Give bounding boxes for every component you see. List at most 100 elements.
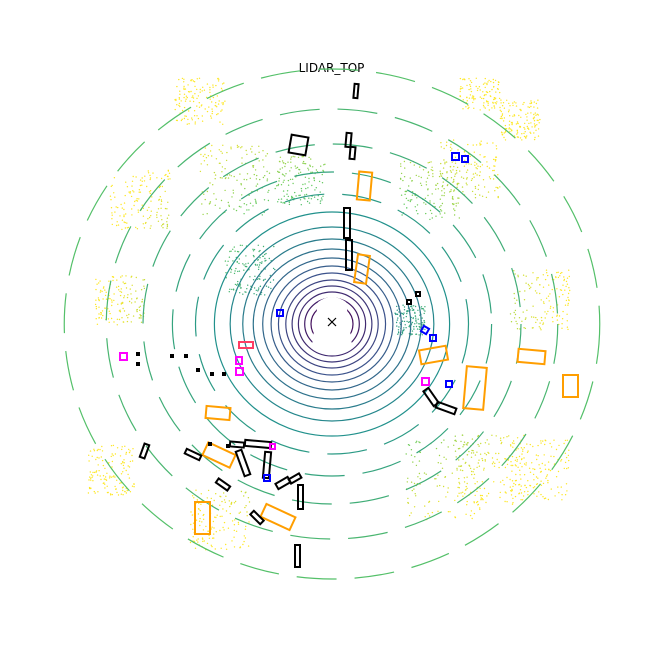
lidar-point	[156, 214, 158, 216]
lidar-point	[149, 177, 152, 179]
lidar-point	[484, 442, 487, 444]
lidar-point	[125, 453, 127, 455]
lidar-point	[529, 443, 531, 446]
lidar-point	[411, 321, 414, 324]
lidar-point	[139, 314, 141, 316]
lidar-point	[241, 244, 243, 247]
lidar-point	[233, 208, 235, 210]
lidar-point	[473, 176, 475, 178]
lidar-point	[504, 466, 507, 469]
lidar-point	[208, 537, 211, 539]
lidar-point	[241, 146, 243, 148]
scan-ring	[63, 68, 601, 580]
lidar-point	[132, 190, 134, 192]
lidar-point	[185, 95, 188, 97]
lidar-point	[565, 456, 568, 459]
lidar-point	[222, 508, 224, 510]
lidar-point	[274, 187, 276, 190]
lidar-point	[209, 201, 212, 203]
lidar-point	[509, 444, 512, 446]
lidar-point	[229, 512, 231, 515]
lidar-point	[118, 318, 121, 321]
lidar-point	[131, 298, 133, 300]
lidar-point	[537, 444, 539, 447]
lidar-point	[543, 454, 545, 456]
lidar-point	[135, 290, 137, 292]
lidar-point	[533, 493, 535, 495]
lidar-point	[267, 199, 270, 202]
lidar-point	[200, 503, 202, 505]
lidar-point	[148, 216, 151, 219]
lidar-point	[513, 317, 516, 319]
lidar-point	[454, 173, 457, 175]
lidar-point	[548, 284, 550, 286]
lidar-point	[245, 525, 247, 528]
lidar-point	[185, 98, 187, 100]
lidar-point	[550, 446, 553, 448]
lidar-point	[521, 133, 523, 135]
lidar-point	[482, 83, 485, 85]
lidar-point	[233, 546, 236, 548]
lidar-point	[518, 455, 521, 458]
lidar-point	[109, 298, 111, 300]
lidar-point	[418, 175, 420, 178]
lidar-point	[451, 472, 453, 474]
lidar-point	[439, 209, 442, 211]
annotation-box	[343, 207, 351, 239]
lidar-point	[440, 205, 442, 207]
lidar-point	[178, 104, 180, 107]
lidar-point	[308, 181, 310, 183]
lidar-point	[149, 190, 152, 192]
lidar-point	[218, 162, 221, 164]
lidar-point	[523, 474, 526, 476]
lidar-point	[267, 191, 269, 193]
lidar-point	[495, 148, 498, 150]
lidar-point	[273, 245, 275, 248]
annotation-box	[297, 484, 304, 510]
lidar-point	[449, 511, 451, 513]
lidar-point	[292, 182, 294, 185]
annotation-box	[238, 341, 254, 349]
lidar-point	[305, 187, 307, 190]
lidar-point	[558, 492, 560, 494]
lidar-point	[444, 476, 447, 478]
lidar-point	[474, 187, 477, 189]
lidar-point	[408, 185, 410, 187]
lidar-point	[150, 210, 152, 212]
lidar-point	[311, 184, 313, 187]
lidar-point	[523, 101, 525, 104]
lidar-point	[106, 472, 108, 474]
lidar-point	[131, 275, 133, 277]
lidar-point	[480, 143, 482, 146]
lidar-point	[120, 291, 123, 293]
lidar-point	[557, 486, 559, 488]
lidar-point	[520, 458, 523, 461]
lidar-point	[416, 322, 418, 324]
lidar-point	[415, 174, 417, 177]
lidar-point	[157, 220, 160, 222]
lidar-point	[453, 165, 455, 168]
lidar-point	[240, 287, 242, 289]
lidar-point	[265, 252, 267, 255]
lidar-point	[125, 451, 128, 454]
lidar-point	[302, 160, 305, 163]
lidar-point	[315, 169, 318, 171]
lidar-point	[498, 452, 500, 455]
lidar-point	[492, 142, 494, 144]
lidar-point	[508, 124, 511, 126]
lidar-point	[495, 186, 497, 189]
lidar-point	[156, 216, 158, 219]
lidar-point	[203, 89, 206, 91]
annotation-box	[214, 477, 232, 492]
lidar-point	[396, 319, 399, 321]
lidar-point	[192, 97, 195, 99]
lidar-point	[307, 169, 310, 171]
lidar-point	[536, 124, 538, 126]
lidar-point	[122, 321, 125, 323]
lidar-point	[277, 201, 279, 203]
lidar-point	[530, 105, 532, 108]
lidar-point	[554, 495, 556, 497]
lidar-point	[563, 442, 565, 445]
lidar-point	[123, 215, 125, 218]
lidar-point	[121, 219, 124, 221]
